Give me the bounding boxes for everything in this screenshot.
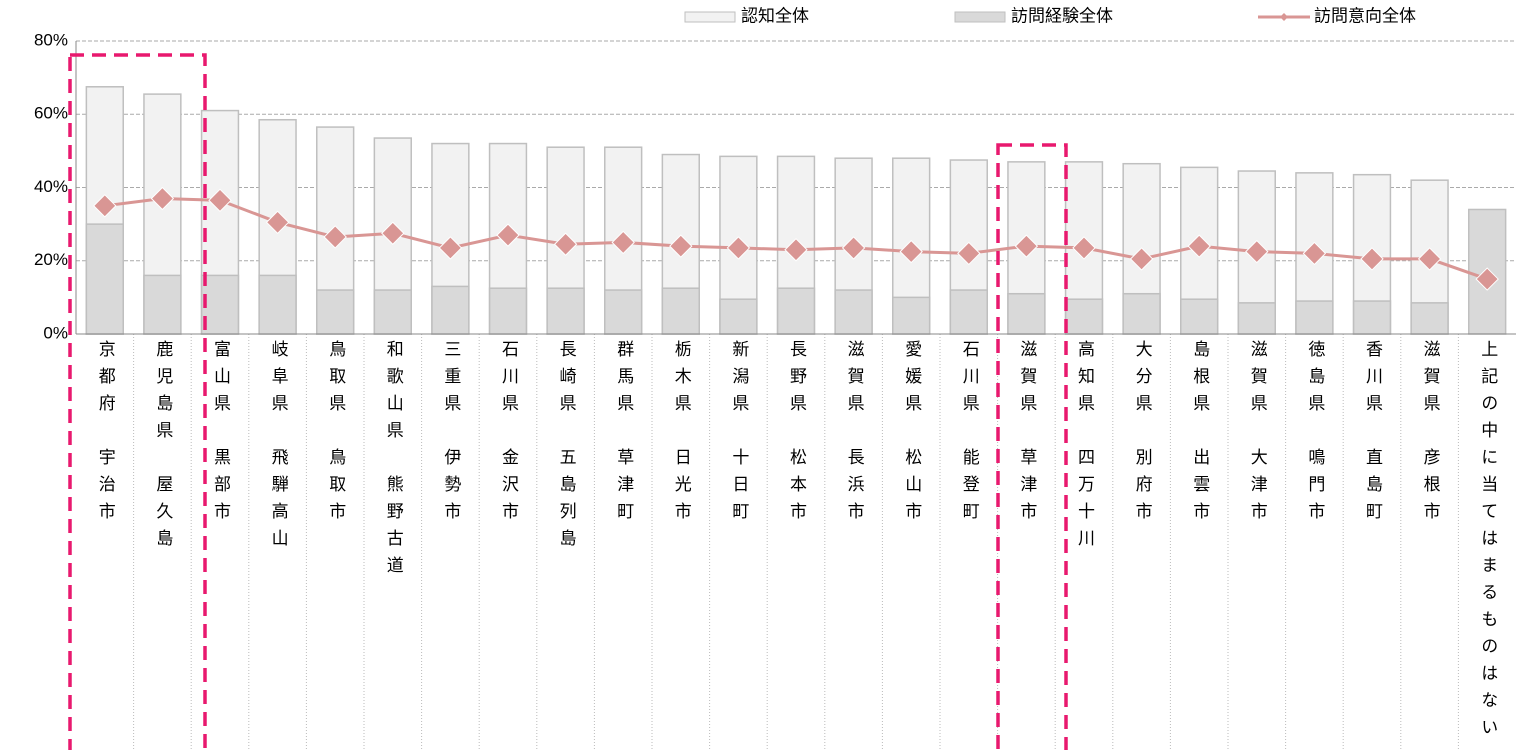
x-tick-label: 富山県 黒部市 <box>210 340 230 529</box>
x-tick-label: 岐阜県 飛騨高山 <box>267 340 288 556</box>
marker <box>1360 247 1384 271</box>
x-tick-label: 鹿児島県 屋久島 <box>152 340 173 556</box>
bar <box>1122 292 1161 335</box>
marker <box>1072 236 1096 260</box>
marker <box>1475 267 1499 291</box>
bar <box>546 287 585 335</box>
marker <box>1187 234 1211 258</box>
bar <box>488 287 528 335</box>
bar <box>776 287 816 335</box>
legend-swatch <box>684 11 736 23</box>
marker <box>611 230 635 255</box>
highlight-box <box>996 143 1068 750</box>
marker <box>784 238 808 262</box>
bar <box>604 289 643 335</box>
x-tick-label: 愛媛県 松山市 <box>901 340 922 529</box>
y-tick-label: 0% <box>43 323 68 342</box>
marker <box>669 234 693 258</box>
marker <box>1302 241 1327 266</box>
bar <box>316 289 355 335</box>
x-tick-label: 石川県 金沢市 <box>498 340 518 529</box>
bar <box>258 274 297 335</box>
x-tick-label: 上記の中に当てはまるものはない <box>1477 340 1498 745</box>
legend-label: 訪問経験全体 <box>1011 6 1113 25</box>
legend-swatch <box>954 11 1006 23</box>
marker <box>1014 234 1039 258</box>
marker <box>1417 247 1442 271</box>
y-tick-label: 60% <box>34 104 68 123</box>
marker <box>957 241 981 266</box>
marker <box>841 236 866 260</box>
marker <box>208 188 232 213</box>
x-tick-label: 京都府 宇治市 <box>94 340 115 529</box>
x-tick-label: 大分県 別府市 <box>1131 340 1152 529</box>
legend-label: 認知全体 <box>741 6 809 25</box>
x-tick-label: 滋賀県 彦根市 <box>1419 340 1440 529</box>
marker <box>496 223 520 247</box>
bar <box>1295 300 1334 335</box>
bar <box>719 298 758 335</box>
x-tick-label: 滋賀県 長浜市 <box>843 340 864 529</box>
marker <box>438 236 463 260</box>
marker <box>899 239 923 264</box>
marker <box>323 225 347 249</box>
bar <box>834 289 873 335</box>
bar <box>1352 300 1392 335</box>
x-tick-label: 和歌山県 熊野古道 <box>382 340 403 583</box>
bar <box>1410 302 1449 335</box>
marker <box>1245 239 1269 264</box>
y-tick-label: 40% <box>34 177 68 196</box>
marker <box>1129 247 1154 271</box>
marker <box>726 236 751 260</box>
bar <box>1180 298 1219 335</box>
x-tick-label: 徳島県 鳴門市 <box>1304 340 1325 529</box>
plot: 0% 20% 40% 60% 80% 認知全体 訪問経験全体 訪問意向全体 <box>34 6 1516 750</box>
bar <box>431 285 470 335</box>
marker <box>150 186 175 211</box>
legend-swatch <box>1280 13 1288 21</box>
marker <box>93 194 117 218</box>
bar <box>1237 302 1276 335</box>
x-tick-label: 高知県 四万十川 <box>1074 340 1094 556</box>
x-tick-label: 三重県 伊勢市 <box>440 340 461 529</box>
x-tick-label: 石川県 能登町 <box>958 340 979 529</box>
highlight-box <box>68 53 207 750</box>
x-tick-label: 群馬県 草津町 <box>613 340 634 529</box>
bar <box>892 296 931 335</box>
x-tick-label: 長野県 松本市 <box>786 340 806 529</box>
x-tick-label: 栃木県 日光市 <box>670 340 691 529</box>
y-tick-label: 80% <box>34 30 68 49</box>
bar <box>200 274 240 335</box>
bar <box>949 289 988 335</box>
x-tick-label: 島根県 出雲市 <box>1189 340 1210 529</box>
bar <box>1007 292 1046 335</box>
y-tick-label: 20% <box>34 250 68 269</box>
x-tick-label: 香川県 直島町 <box>1362 340 1382 529</box>
bar <box>661 287 700 335</box>
bar <box>1064 298 1104 335</box>
marker <box>265 210 290 235</box>
x-tick-label: 新潟県 十日町 <box>728 340 749 529</box>
x-tick-label: 滋賀県 大津市 <box>1246 340 1267 529</box>
bar <box>85 223 124 335</box>
x-tick-label: 鳥取県 鳥取市 <box>325 340 346 529</box>
marker <box>381 221 405 245</box>
marker <box>553 232 578 256</box>
x-tick-label: 滋賀県 草津市 <box>1016 340 1037 529</box>
legend-label: 訪問意向全体 <box>1314 6 1416 25</box>
bar <box>373 289 412 335</box>
bar <box>143 274 182 335</box>
x-tick-label: 長崎県 五島列島 <box>555 340 576 556</box>
